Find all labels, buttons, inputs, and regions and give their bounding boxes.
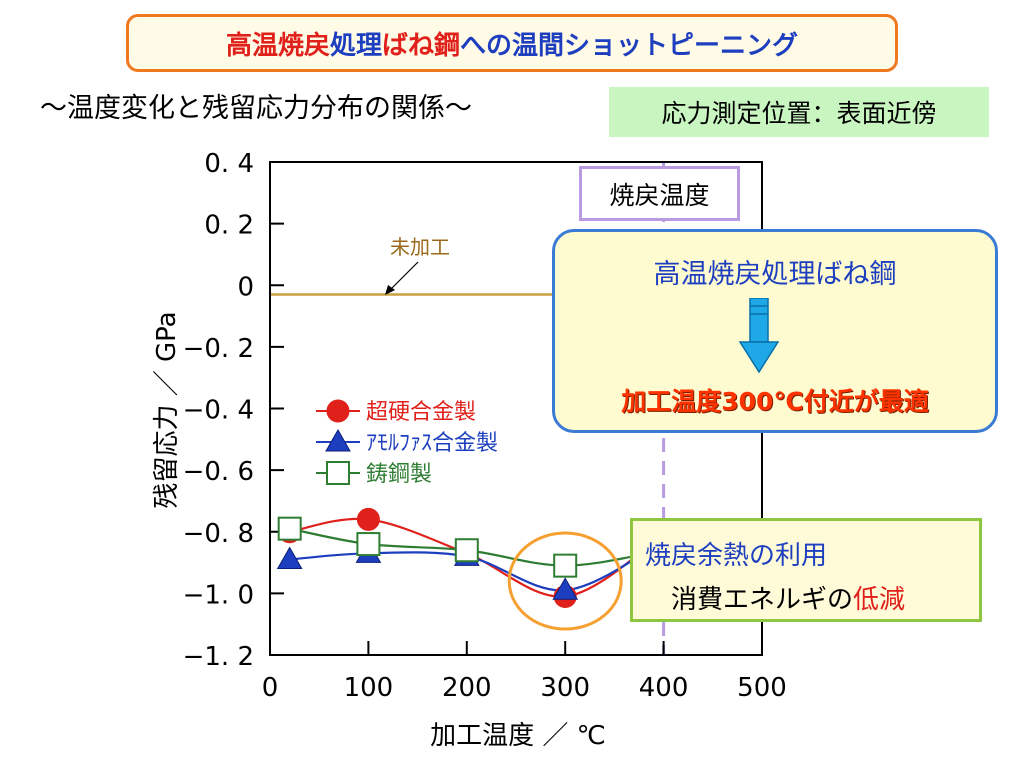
legend-marker-1 <box>326 399 350 423</box>
measurement-position-label: 応力測定位置：表面近傍 <box>609 87 989 137</box>
y-tick-label: 0 <box>237 272 254 302</box>
x-tick-label: 100 <box>344 673 394 703</box>
x-tick-label: 0 <box>262 673 279 703</box>
legend-label-3: 鋳鋼製 <box>366 462 432 487</box>
legend-marker-3 <box>326 461 350 485</box>
y-tick-label: −0. 8 <box>183 519 254 549</box>
series-3-point <box>454 538 479 563</box>
unprocessed-arrowhead <box>385 285 395 295</box>
series-2-point <box>276 546 303 569</box>
y-axis-label: 残留応力 ／ GPa <box>152 311 182 508</box>
series-3-point <box>277 516 302 541</box>
title-part-1: 処理 <box>329 30 382 61</box>
series-3-point <box>356 532 381 557</box>
x-tick-label: 500 <box>737 673 787 703</box>
benefit-highlight: 低減 <box>853 585 906 615</box>
title-part-0: 高温焼戻 <box>225 30 330 61</box>
legend-label-2: ｱﾓﾙﾌｧｽ合金製 <box>366 431 498 456</box>
y-tick-label: −0. 2 <box>183 334 254 364</box>
callout-title: 高温焼戻処理ばね鋼 <box>653 259 897 290</box>
x-tick-label: 200 <box>442 673 492 703</box>
y-tick-label: 0. 4 <box>204 149 254 179</box>
benefit-line-2: 消費エネルギの低減 <box>671 579 905 616</box>
series-3-point <box>553 553 578 578</box>
down-arrow-icon <box>738 298 780 374</box>
legend-marker-2 <box>325 428 351 452</box>
benefit-line-1: 焼戻余熱の利用 <box>645 541 828 571</box>
title-part-2: ばね鋼 <box>382 30 461 61</box>
slide-subtitle: ～温度変化と残留応力分布の関係～ <box>40 93 472 124</box>
y-tick-label: −1. 0 <box>183 580 254 610</box>
unprocessed-arrow <box>387 261 419 293</box>
title-part-3: への温間ショットピーニング <box>460 30 799 61</box>
y-tick-label: −1. 2 <box>183 642 254 672</box>
y-tick-label: −0. 4 <box>183 396 254 426</box>
x-tick-label: 400 <box>639 673 689 703</box>
callout-result: 加工温度300℃付近が最適 <box>621 387 929 416</box>
x-axis-label: 加工温度 ／ ℃ <box>430 721 606 751</box>
energy-benefit-box: 焼戻余熱の利用 消費エネルギの低減 <box>630 518 982 622</box>
slide-title: 高温焼戻 処理 ばね鋼 への温間ショットピーニング <box>126 14 898 72</box>
optimal-temperature-callout: 高温焼戻処理ばね鋼 加工温度300℃付近が最適 <box>552 229 998 433</box>
series-2-point <box>552 577 579 600</box>
series-1-point <box>356 507 380 531</box>
optimal-highlight-ellipse <box>507 531 623 631</box>
legend-label-1: 超硬合金製 <box>366 400 476 425</box>
y-tick-label: −0. 6 <box>183 457 254 487</box>
y-tick-label: 0. 2 <box>204 211 254 241</box>
tempering-temperature-label: 焼戻温度 <box>579 166 740 221</box>
benefit-text: 消費エネルギの <box>671 585 854 615</box>
unprocessed-label: 未加工 <box>390 235 450 259</box>
x-tick-label: 300 <box>540 673 590 703</box>
